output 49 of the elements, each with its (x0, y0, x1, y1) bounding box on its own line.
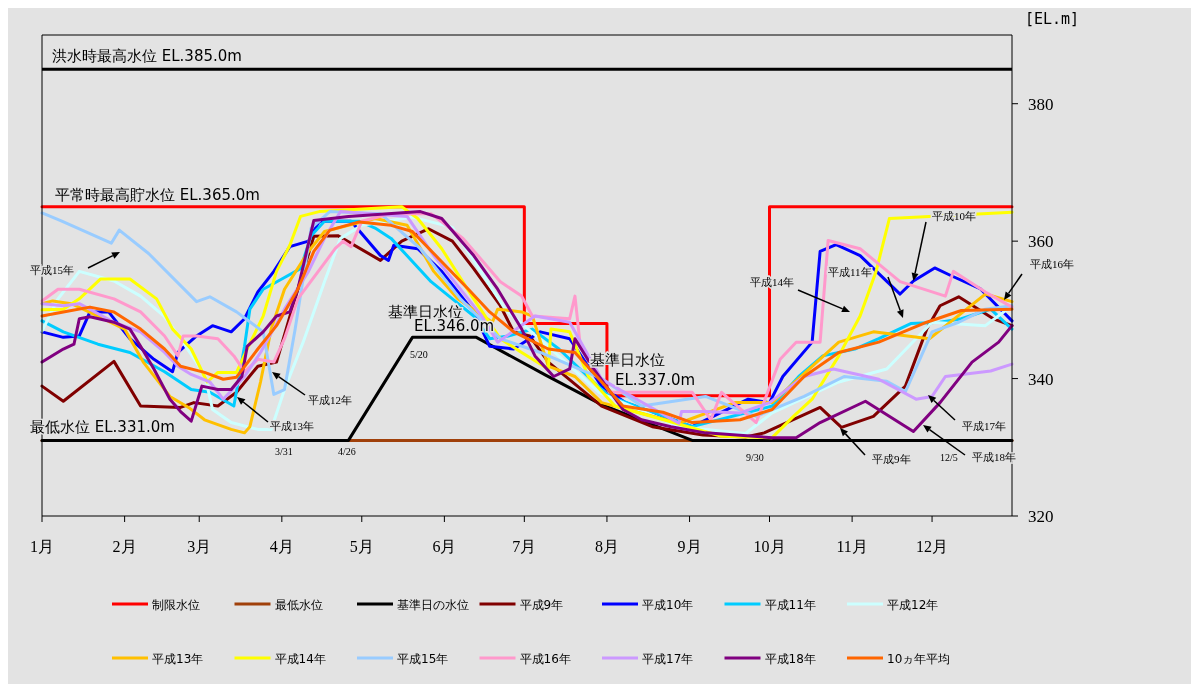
annotation: 12/5 (940, 452, 958, 463)
annotation: 平成13年 (270, 420, 314, 432)
y-tick-label: 380 (1028, 94, 1054, 114)
x-tick-label: 9月 (677, 538, 702, 555)
annotation: 平常時最高貯水位 EL.365.0m (55, 186, 260, 204)
annotation: 平成15年 (30, 264, 74, 276)
annotation: 平成11年 (828, 266, 872, 278)
x-tick-label: 5月 (349, 538, 374, 555)
y-tick-label: 360 (1028, 232, 1054, 252)
annotation: 最低水位 EL.331.0m (30, 418, 175, 436)
x-tick-label: 3月 (187, 538, 212, 555)
annotation: 5/20 (410, 349, 428, 360)
x-tick-label: 2月 (112, 538, 137, 555)
annotation: 平成9年 (872, 453, 911, 465)
x-tick-label: 12月 (916, 538, 949, 555)
legend-label: 平成16年 (519, 652, 571, 666)
annotation: 3/31 (275, 446, 293, 457)
x-tick-label: 10月 (753, 538, 786, 555)
annotation: 9/30 (746, 452, 764, 463)
y-axis-title: [EL.m] (1024, 10, 1080, 28)
y-tick-label: 320 (1028, 507, 1054, 526)
annotation: 基準日水位 (388, 303, 463, 321)
legend-label: 平成13年 (152, 652, 204, 666)
x-tick-label: 8月 (594, 538, 619, 555)
annotation: 平成12年 (308, 394, 352, 406)
annotation: EL.337.0m (615, 371, 696, 389)
annotation: 4/26 (338, 446, 356, 457)
x-tick-label: 1月 (30, 538, 54, 555)
legend-label: 最低水位 (274, 598, 323, 612)
text: 平成16年 (1030, 258, 1074, 270)
legend-label: 平成9年 (519, 598, 564, 612)
ref-line-label: 洪水時最高水位 EL.385.0m (52, 47, 242, 66)
legend-label: 基準日の水位 (397, 598, 469, 612)
legend-label: 10ヵ年平均 (887, 652, 951, 666)
legend-label: 平成11年 (764, 598, 816, 612)
y-tick-label: 340 (1028, 369, 1054, 389)
x-tick-label: 7月 (512, 538, 537, 555)
legend-label: 平成17年 (642, 652, 694, 666)
legend-label: 平成14年 (274, 652, 326, 666)
legend-label: 平成12年 (887, 598, 939, 612)
legend-label: 制限水位 (152, 598, 200, 612)
legend-label: 平成18年 (764, 652, 816, 666)
x-tick-label: 4月 (269, 538, 294, 555)
x-tick-label: 6月 (432, 538, 457, 555)
annotation: 平成17年 (962, 420, 1006, 432)
legend-label: 平成10年 (642, 598, 694, 612)
annotation: 平成18年 (972, 451, 1016, 463)
legend-label: 平成15年 (397, 652, 449, 666)
x-tick-label: 11月 (836, 538, 868, 555)
